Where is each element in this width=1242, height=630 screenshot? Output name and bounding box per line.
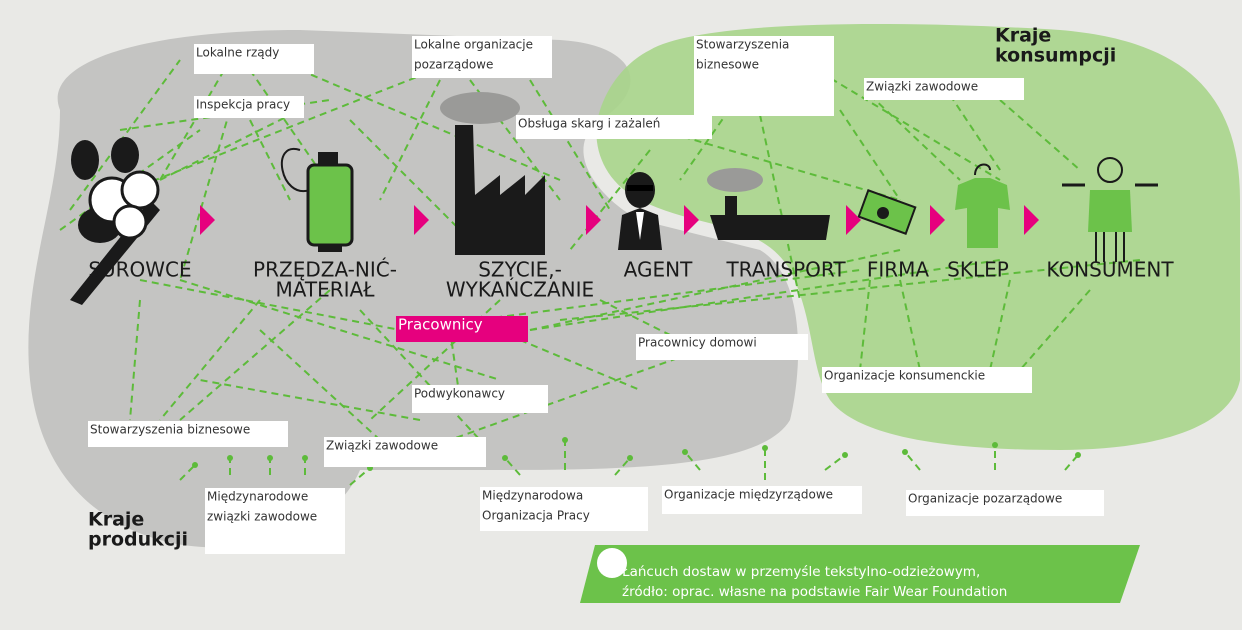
diagram: SUROWCEPRZĘDZA-NIĆ-MATERIAŁSZYCIE,-WYKAŃ… (0, 0, 1242, 630)
actor-label: Organizacje międzyrządowe (664, 488, 833, 502)
actor-label: Międzynarodowe (207, 490, 308, 504)
actor-label: pozarządowe (414, 58, 493, 72)
region-label: konsumpcji (995, 45, 1116, 67)
actor-label: Stowarzyszenia (696, 38, 789, 52)
arrow-head (267, 455, 273, 461)
arrow-head (302, 455, 308, 461)
arrow-head (902, 449, 908, 455)
arrow-head (992, 442, 998, 448)
actor-label: biznesowe (696, 58, 759, 72)
arrow-head (627, 455, 633, 461)
actor-label: Inspekcja pracy (196, 98, 290, 112)
actor-label: Organizacja Pracy (482, 509, 590, 523)
actor-label: Podwykonawcy (414, 387, 505, 401)
arrow-head (227, 455, 233, 461)
actor-label: Pracownicy domowi (638, 336, 757, 350)
stage-label: KONSUMENT (1046, 258, 1174, 282)
caption-line: Łańcuch dostaw w przemyśle tekstylno-odz… (621, 564, 980, 580)
stage-label: TRANSPORT (725, 258, 846, 282)
stage-label: WYKAŃCZANIE (446, 278, 594, 302)
actor-label: Związki zawodowe (866, 80, 978, 94)
arrow-head (842, 452, 848, 458)
arrow-head (192, 462, 198, 468)
actor-label: Lokalne organizacje (414, 38, 533, 52)
actor-label: Lokalne rządy (196, 46, 279, 60)
stage-label: AGENT (624, 258, 693, 282)
caption-line: źródło: oprac. własne na podstawie Fair … (622, 584, 1007, 600)
actor-label: Stowarzyszenia biznesowe (90, 423, 250, 437)
arrow-head (562, 437, 568, 443)
arrow-head (502, 455, 508, 461)
region-label: Kraje (995, 25, 1051, 47)
actor-label: Organizacje pozarządowe (908, 492, 1062, 506)
arrow-head (682, 449, 688, 455)
stage-label: MATERIAŁ (276, 278, 376, 302)
actor-label: Związki zawodowe (326, 439, 438, 453)
arrow-head (762, 445, 768, 451)
actor-label: Obsługa skarg i zażaleń (518, 117, 660, 131)
arrow-head (1075, 452, 1081, 458)
region-label: Kraje (88, 509, 144, 531)
stage-label: FIRMA (867, 258, 930, 282)
actor-label: Międzynarodowa (482, 489, 583, 503)
actor-label: Organizacje konsumenckie (824, 369, 985, 383)
stage-label: SUROWCE (88, 258, 191, 282)
region-label: produkcji (88, 529, 188, 551)
actor-label: Pracownicy (398, 316, 483, 334)
actor-label: związki zawodowe (207, 510, 317, 524)
stage-label: SKLEP (947, 258, 1009, 282)
